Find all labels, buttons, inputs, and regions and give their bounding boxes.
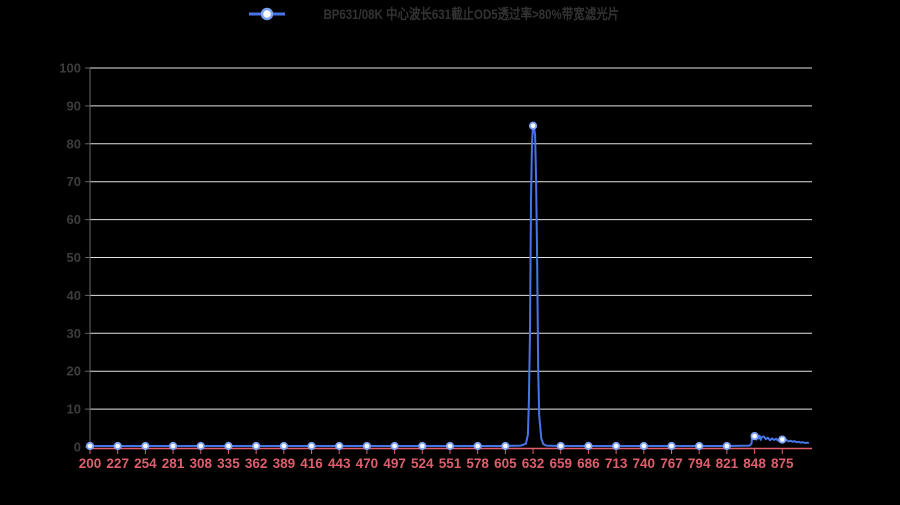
x-tick-label-686: 686 xyxy=(577,456,600,471)
series-marker-821 xyxy=(722,441,731,451)
series-marker-605 xyxy=(501,441,510,451)
series-marker-659 xyxy=(556,441,565,451)
x-tick-label-794: 794 xyxy=(688,456,711,471)
series-marker-551 xyxy=(445,441,455,451)
x-tick-label-767: 767 xyxy=(660,456,683,471)
y-tick-label-70: 70 xyxy=(67,174,81,189)
series-marker-497 xyxy=(390,441,399,451)
y-tick-label-50: 50 xyxy=(67,250,81,265)
x-tick-label-848: 848 xyxy=(743,456,766,471)
x-tick-label-308: 308 xyxy=(189,456,212,471)
x-tick-label-416: 416 xyxy=(300,456,323,471)
x-tick-label-578: 578 xyxy=(466,456,489,471)
legend-item[interactable]: BP631/08K 中心波长631截止OD5透过率>80%带宽滤光片 xyxy=(0,4,900,24)
x-tick-label-551: 551 xyxy=(439,456,462,471)
x-tick-label-362: 362 xyxy=(245,456,268,471)
series-marker-335 xyxy=(224,441,233,451)
x-tick-label-524: 524 xyxy=(411,456,434,471)
y-tick-label-60: 60 xyxy=(67,212,81,227)
x-tick-label-497: 497 xyxy=(383,456,406,471)
legend-label: BP631/08K 中心波长631截止OD5透过率>80%带宽滤光片 xyxy=(323,6,619,22)
series-marker-524 xyxy=(418,441,427,451)
series-marker-362 xyxy=(252,441,261,451)
series-marker-200 xyxy=(85,441,95,451)
series-marker-254 xyxy=(141,441,150,451)
x-tick-label-740: 740 xyxy=(633,456,656,471)
series-marker-632 xyxy=(528,121,538,130)
series-marker-416 xyxy=(307,441,316,451)
x-tick-label-254: 254 xyxy=(134,456,157,471)
x-tick-label-713: 713 xyxy=(605,456,628,471)
x-tick-label-632: 632 xyxy=(522,456,545,471)
y-tick-label-10: 10 xyxy=(67,402,81,417)
x-tick-label-443: 443 xyxy=(328,456,351,471)
series-marker-443 xyxy=(335,441,344,451)
x-tick-label-281: 281 xyxy=(162,456,185,471)
y-tick-label-30: 30 xyxy=(67,326,81,341)
y-tick-label-80: 80 xyxy=(67,136,81,151)
series-marker-767 xyxy=(667,441,676,451)
x-tick-label-227: 227 xyxy=(106,456,129,471)
x-tick-label-875: 875 xyxy=(771,456,794,471)
x-tick-label-389: 389 xyxy=(273,456,296,471)
series-marker-794 xyxy=(695,441,704,451)
y-tick-label-40: 40 xyxy=(67,288,81,303)
series-marker-686 xyxy=(584,441,593,451)
y-tick-label-0: 0 xyxy=(74,440,81,455)
series-marker-740 xyxy=(639,441,648,451)
series-line xyxy=(90,124,810,447)
y-tick-label-90: 90 xyxy=(67,98,81,113)
x-tick-label-335: 335 xyxy=(217,456,240,471)
series-marker-875 xyxy=(778,435,787,444)
x-tick-label-605: 605 xyxy=(494,456,517,471)
y-tick-label-20: 20 xyxy=(67,364,81,379)
series-marker-848 xyxy=(750,432,759,441)
series-marker-470 xyxy=(362,441,372,451)
x-tick-label-821: 821 xyxy=(716,456,739,471)
series-marker-308 xyxy=(196,441,205,451)
y-tick-label-100: 100 xyxy=(59,61,81,76)
series-marker-389 xyxy=(279,441,288,451)
series-marker-281 xyxy=(168,441,178,451)
legend-marker-icon xyxy=(248,7,285,21)
series-marker-227 xyxy=(113,441,122,451)
x-tick-label-470: 470 xyxy=(356,456,379,471)
series-marker-713 xyxy=(612,441,621,451)
x-tick-label-200: 200 xyxy=(79,456,102,471)
series-marker-578 xyxy=(473,441,482,451)
x-tick-label-659: 659 xyxy=(549,456,572,471)
